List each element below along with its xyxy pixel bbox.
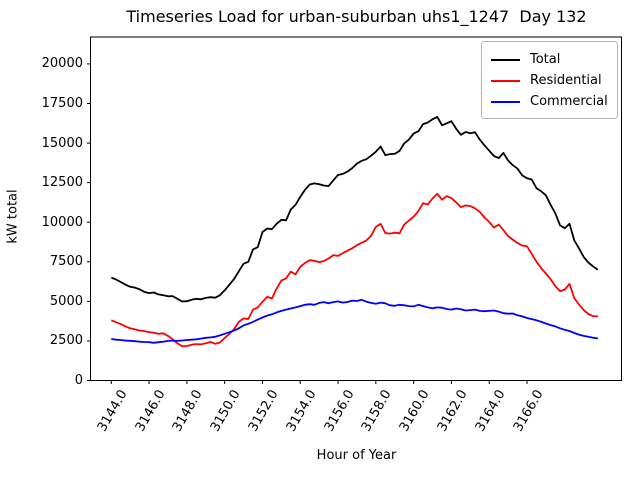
y-axis-label: kW total bbox=[5, 189, 21, 244]
total-line bbox=[110, 116, 599, 303]
y-tick-label: 15000 bbox=[41, 135, 83, 151]
y-tick-label: 20000 bbox=[41, 56, 83, 72]
y-tick-label: 10000 bbox=[41, 214, 83, 230]
legend-line-icon bbox=[491, 58, 520, 61]
legend-line-icon bbox=[491, 100, 520, 103]
residential-line bbox=[110, 192, 598, 348]
axes-box bbox=[90, 36, 622, 381]
legend-label: Total bbox=[530, 52, 561, 67]
legend-label: Commercial bbox=[530, 94, 608, 109]
legend: Total Residential Commercial bbox=[481, 41, 618, 119]
y-tick-label: 2500 bbox=[49, 333, 83, 349]
commercial-line bbox=[111, 298, 599, 344]
y-tick-label: 7500 bbox=[49, 254, 83, 270]
y-tick-label: 12500 bbox=[41, 175, 83, 191]
legend-item-total: Total bbox=[491, 49, 608, 70]
x-axis-label: Hour of Year bbox=[316, 448, 397, 463]
legend-item-residential: Residential bbox=[491, 70, 608, 91]
legend-line-icon bbox=[491, 79, 520, 82]
y-tick-label: 5000 bbox=[49, 293, 83, 309]
y-tick-label: 0 bbox=[74, 373, 83, 388]
legend-item-commercial: Commercial bbox=[491, 91, 608, 112]
chart-title: Timeseries Load for urban-suburban uhs1_… bbox=[126, 7, 587, 26]
legend-label: Residential bbox=[530, 73, 602, 88]
y-tick-label: 17500 bbox=[41, 95, 83, 111]
